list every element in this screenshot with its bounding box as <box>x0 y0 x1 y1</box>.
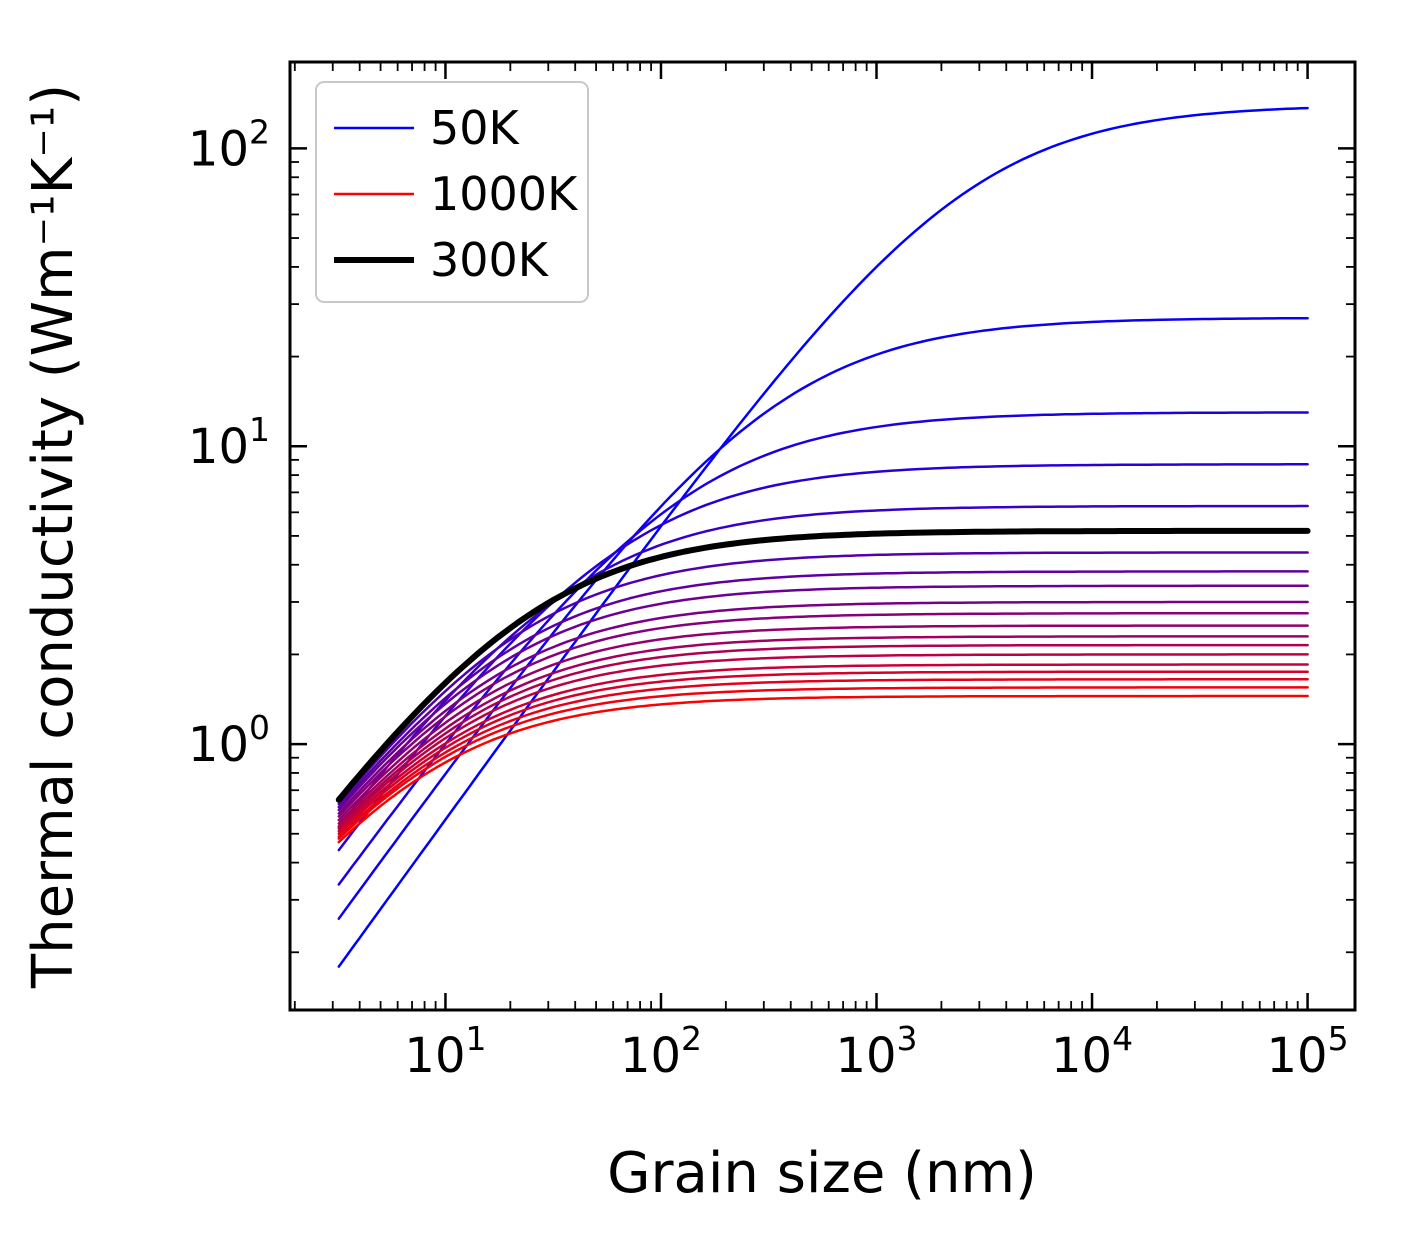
series-line-350K <box>337 551 1309 806</box>
series-line-750K <box>337 653 1309 830</box>
series-line-1000K <box>337 694 1309 844</box>
series-line-100K <box>337 316 1309 920</box>
x-tick-label: 103 <box>835 1019 917 1084</box>
series-line-150K <box>337 411 1309 886</box>
series-line-550K <box>337 611 1309 818</box>
x-tick-label: 104 <box>1051 1019 1133 1084</box>
legend: 50K 1000K 300K <box>315 81 589 303</box>
series-line-900K <box>337 678 1309 838</box>
x-tick-label: 102 <box>620 1019 702 1084</box>
y-tick-label: 102 <box>188 112 270 177</box>
series-line-700K <box>337 643 1309 828</box>
series-line-400K <box>337 570 1309 809</box>
series-line-500K <box>337 600 1309 815</box>
legend-label-1000K: 1000K <box>430 167 579 221</box>
legend-label-50K: 50K <box>430 101 521 155</box>
series-line-300K <box>335 527 1311 803</box>
series-line-800K <box>337 663 1309 833</box>
y-tick-label: 100 <box>188 708 270 773</box>
series-line-850K <box>337 670 1309 835</box>
x-tick-label: 101 <box>404 1019 486 1084</box>
tick-labels-group: 101 102 103 104 105 100 101 102 <box>188 112 1349 1084</box>
series-line-650K <box>337 635 1309 825</box>
series-line-450K <box>337 584 1309 812</box>
x-axis-label: Grain size (nm) <box>607 1141 1037 1206</box>
axes-group <box>288 60 1357 1012</box>
y-tick-label: 101 <box>188 410 270 475</box>
series-line-600K <box>337 624 1309 822</box>
y-axis-label: Thermal conductivity (Wm⁻¹K⁻¹) <box>21 84 86 989</box>
x-tick-label: 105 <box>1267 1019 1349 1084</box>
series-line-950K <box>337 686 1309 840</box>
series-line-50K <box>337 106 1309 968</box>
legend-box <box>315 81 589 303</box>
legend-label-300K: 300K <box>430 233 550 287</box>
series-line-200K <box>337 463 1309 852</box>
series-lines-group <box>335 106 1311 968</box>
